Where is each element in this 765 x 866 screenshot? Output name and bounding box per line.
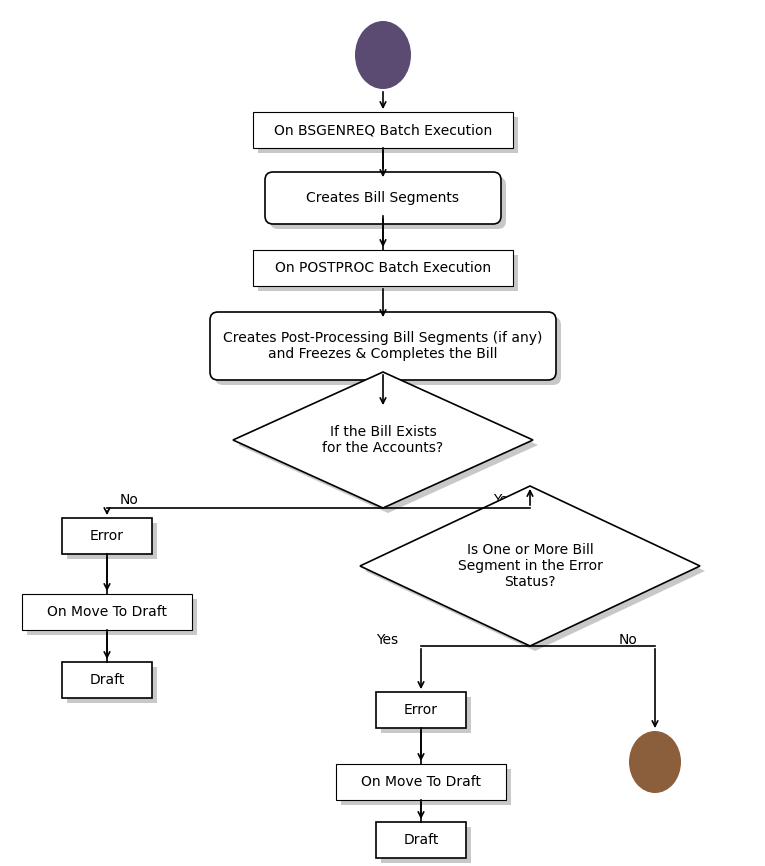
Text: On Move To Draft: On Move To Draft	[361, 775, 481, 789]
FancyBboxPatch shape	[381, 827, 471, 863]
FancyBboxPatch shape	[210, 312, 556, 380]
Polygon shape	[360, 486, 700, 646]
FancyBboxPatch shape	[258, 117, 518, 153]
FancyBboxPatch shape	[336, 764, 506, 800]
Text: No: No	[619, 633, 638, 647]
Polygon shape	[233, 372, 533, 508]
FancyBboxPatch shape	[62, 518, 152, 554]
Text: Draft: Draft	[90, 673, 125, 687]
FancyBboxPatch shape	[215, 317, 561, 385]
Text: On Move To Draft: On Move To Draft	[47, 605, 167, 619]
Text: Creates Post-Processing Bill Segments (if any)
and Freezes & Completes the Bill: Creates Post-Processing Bill Segments (i…	[223, 331, 542, 361]
FancyBboxPatch shape	[22, 594, 192, 630]
Polygon shape	[238, 377, 538, 513]
FancyBboxPatch shape	[376, 822, 466, 858]
FancyBboxPatch shape	[67, 667, 157, 703]
Text: On POSTPROC Batch Execution: On POSTPROC Batch Execution	[275, 261, 491, 275]
FancyBboxPatch shape	[381, 697, 471, 733]
FancyBboxPatch shape	[62, 662, 152, 698]
Text: Creates Bill Segments: Creates Bill Segments	[307, 191, 460, 205]
Ellipse shape	[629, 731, 681, 793]
FancyBboxPatch shape	[265, 172, 501, 224]
FancyBboxPatch shape	[258, 255, 518, 291]
Text: Error: Error	[90, 529, 124, 543]
FancyBboxPatch shape	[270, 177, 506, 229]
Ellipse shape	[355, 21, 411, 89]
Text: Yes: Yes	[493, 493, 515, 507]
FancyBboxPatch shape	[376, 692, 466, 728]
FancyBboxPatch shape	[253, 250, 513, 286]
Text: Error: Error	[404, 703, 438, 717]
Text: Yes: Yes	[376, 633, 398, 647]
Text: No: No	[120, 493, 139, 507]
FancyBboxPatch shape	[341, 769, 511, 805]
Text: Is One or More Bill
Segment in the Error
Status?: Is One or More Bill Segment in the Error…	[457, 543, 602, 589]
Text: Draft: Draft	[403, 833, 438, 847]
FancyBboxPatch shape	[27, 599, 197, 635]
FancyBboxPatch shape	[67, 523, 157, 559]
Text: On BSGENREQ Batch Execution: On BSGENREQ Batch Execution	[274, 123, 492, 137]
FancyBboxPatch shape	[253, 112, 513, 148]
Text: If the Bill Exists
for the Accounts?: If the Bill Exists for the Accounts?	[322, 425, 444, 456]
Polygon shape	[365, 491, 705, 651]
